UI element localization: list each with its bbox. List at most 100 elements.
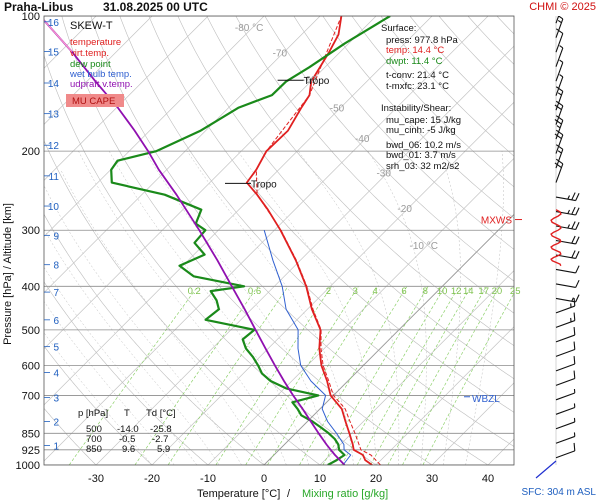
wind-barb-shaft (555, 18, 564, 38)
isotherm-labels: -80 °C -70 -60 -50 -40 -30 -20 -10 °C (235, 23, 438, 252)
isotherm-line (44, 16, 489, 462)
wind-barb-flag (573, 312, 576, 321)
mu-cape-badge (66, 94, 124, 107)
moist-adiabat-line (78, 151, 287, 465)
x-axis-title-separator: / (287, 488, 291, 500)
wind-barb-flag (571, 221, 576, 230)
wind-barb-flag (554, 133, 562, 140)
isotherm-label: -60 (302, 75, 317, 86)
moist-adiabat-line (187, 151, 354, 465)
mixing-ratio-label: 4 (372, 286, 377, 297)
dry-adiabat-line (206, 16, 514, 347)
isobar-lines (44, 16, 514, 465)
wind-barb (555, 221, 580, 231)
wind-barb (555, 192, 580, 202)
legend-item-virt-temp: virt.temp. (70, 48, 109, 59)
legend-item-dew-point: dew point (70, 59, 111, 70)
wind-barb-flag (555, 100, 564, 107)
moist-adiabat-line (44, 266, 198, 465)
wind-barb (555, 16, 564, 38)
surface-tconv: t-conv: 21.4 °C (386, 70, 449, 81)
wind-barb-shaft (555, 134, 564, 154)
wind-barb (554, 158, 564, 183)
mixing-ratio-label: 17 (478, 286, 489, 297)
wind-barb-flag (573, 355, 576, 365)
wind-barb-shaft (555, 268, 576, 274)
altitude-tick-label: 15 (48, 48, 60, 59)
isotherm-line (44, 16, 265, 238)
wind-barb-flag (575, 294, 580, 303)
wind-barb-flag (573, 370, 576, 379)
altitude-tick-label: 10 (48, 202, 60, 213)
mixing-ratio-labels: 0.2 0.6 2 3 4 6 8 10 12 14 17 20 25 (188, 286, 521, 297)
dry-adiabat-line (177, 16, 514, 380)
wind-barb-flag (575, 250, 580, 259)
wind-barb-flag (575, 193, 580, 201)
temperature-tick-label: -30 (88, 473, 104, 485)
isotherm-line (44, 16, 209, 181)
isotherm-line (375, 326, 514, 465)
wind-barb (555, 341, 576, 357)
surface-dwpt: dwpt: 11.4 °C (386, 56, 443, 67)
wet-bulb-zero-label: WBZL (472, 394, 500, 405)
wind-barb (555, 294, 580, 303)
level-table-cell: -2.7 (152, 434, 168, 445)
pressure-tick-label: 700 (22, 390, 40, 402)
temperature-tick-label: -20 (144, 473, 160, 485)
altitude-tick-label: 12 (48, 141, 60, 152)
isotherm-line (44, 16, 377, 350)
tropopause-label: Tropo (304, 76, 330, 87)
level-table-cell: 5.9 (157, 444, 170, 455)
wind-barb (555, 279, 580, 288)
wind-barb-flag (573, 442, 576, 451)
level-table-cell: 850 (86, 444, 102, 455)
isotherm-line (207, 157, 514, 465)
isotherm-label: -20 (397, 204, 412, 215)
wind-barb (555, 235, 580, 245)
wind-barb-shaft (555, 283, 576, 288)
wind-barb-shaft (555, 363, 575, 372)
temperature-tick-labels: -30 -20 -10 0 10 20 30 40 (88, 473, 494, 485)
mixing-ratio-line (402, 286, 500, 465)
wind-barb-half-flag (557, 92, 562, 96)
virtual-temperature-line (255, 16, 381, 465)
altitude-tick-label: 2 (53, 417, 59, 428)
altitude-tick-label: 13 (48, 110, 60, 121)
mixing-ratio-label: 14 (463, 286, 474, 297)
wind-barb-shaft (555, 377, 575, 386)
wind-barb-flag (575, 236, 580, 245)
isotherm-zero-line (263, 213, 514, 465)
temperature-tick-label: 40 (482, 473, 494, 485)
mixing-ratio-label: 0.6 (248, 286, 261, 297)
instability-mu-cinh: mu_cinh: -5 J/kg (386, 125, 456, 136)
wind-barb-half-flag (559, 74, 564, 78)
wind-barb (555, 403, 576, 415)
temperature-line (245, 16, 373, 465)
instability-info: Instability/Shear: mu_cape: 15 J/kg mu_c… (381, 103, 461, 172)
altitude-tick-label: 9 (53, 231, 59, 242)
isotherm-line (431, 382, 514, 465)
mixing-ratio-label: 6 (401, 286, 406, 297)
tropopause-label: Tropo (251, 179, 277, 190)
wind-barb-half-flag (567, 224, 571, 229)
level-table-cell: -14.0 (117, 424, 139, 435)
wind-barb (555, 59, 564, 82)
wind-barb (555, 442, 576, 459)
isotherm-label: -50 (330, 103, 345, 114)
altitude-tick-label: 5 (53, 343, 59, 354)
pressure-tick-label: 500 (22, 325, 40, 337)
moist-adiabat-line (60, 169, 265, 465)
wind-barb-shaft (555, 239, 576, 245)
altitude-tick-label: 8 (53, 261, 59, 272)
wind-barb-flag (554, 119, 562, 125)
level-table-header-t: T (124, 408, 130, 419)
isotherm-line (544, 16, 600, 465)
altitude-tick-label: 14 (48, 79, 60, 90)
mixing-ratio-line (422, 292, 514, 465)
plot-frame (43, 15, 515, 466)
profile-series (44, 16, 391, 465)
isotherm-line (44, 16, 153, 125)
wind-barb-shaft (555, 62, 564, 82)
wind-barb-flag (555, 86, 564, 92)
wind-barb-half-flag (556, 125, 561, 129)
